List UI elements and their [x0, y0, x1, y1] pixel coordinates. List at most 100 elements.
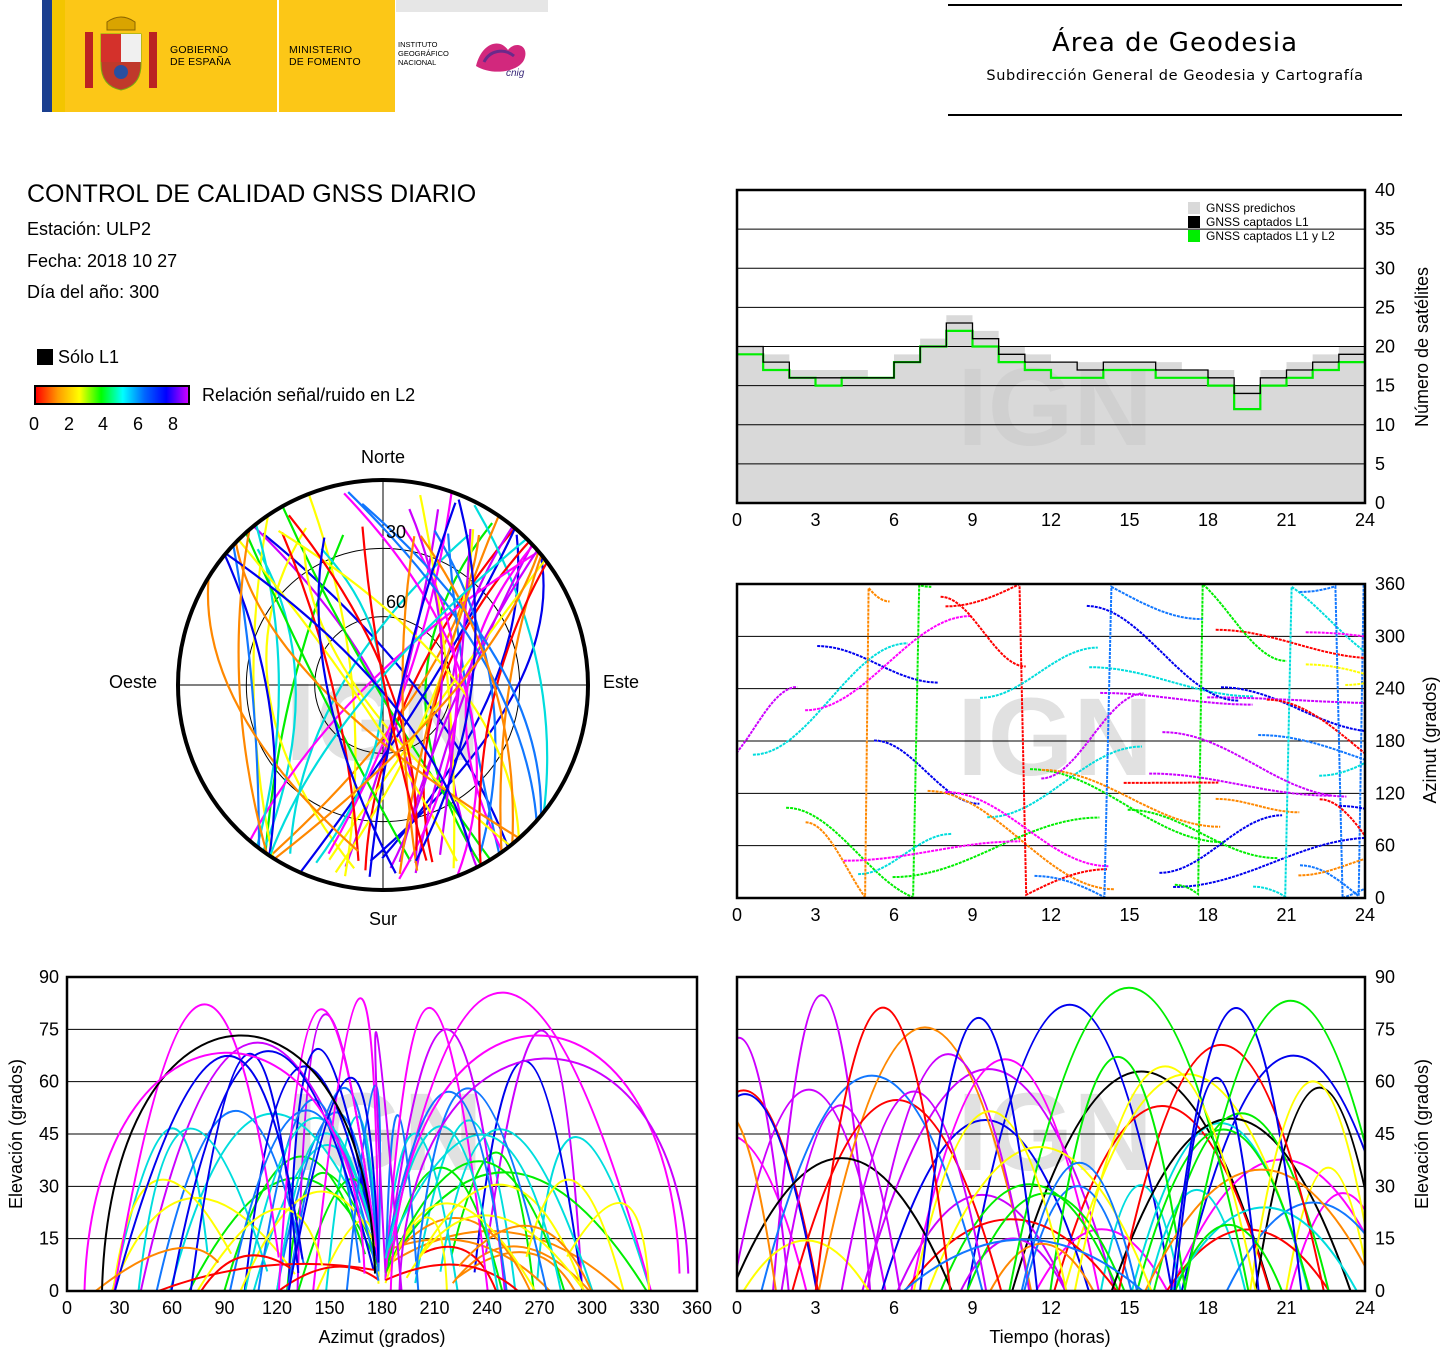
- sky-tracks: [196, 491, 573, 880]
- azimuth-track: [1029, 768, 1225, 844]
- cnig-logo-icon: cnig: [476, 43, 526, 79]
- sky-track: [343, 492, 478, 877]
- x-tick-label: 210: [419, 1298, 449, 1318]
- elaz-polar-track: [398, 1057, 690, 1291]
- azimuth-track: [1173, 836, 1365, 888]
- y-tick-label: 0: [1375, 493, 1385, 513]
- y-tick-label: 75: [39, 1019, 59, 1039]
- x-tick-label: 3: [810, 1298, 820, 1318]
- y-tick-label: 240: [1375, 679, 1405, 699]
- sky-track: [264, 534, 345, 857]
- azimuth-track: [1298, 857, 1365, 877]
- azimuth-track: [1041, 768, 1221, 828]
- elt-track: [1147, 1188, 1247, 1291]
- x-tick-label: 24: [1355, 905, 1375, 925]
- header-logos: GOBIERNO DE ESPAÑA MINISTERIO DE FOMENTO…: [42, 0, 548, 112]
- ministerio-block: MINISTERIO DE FOMENTO: [279, 0, 395, 112]
- x-tick-label: 6: [889, 510, 899, 530]
- elaz-track: [484, 1029, 584, 1291]
- plot-border: [735, 975, 1367, 1293]
- elaz-track: [384, 1160, 566, 1291]
- elaz-polar-track: [83, 1051, 366, 1291]
- elaz-track: [137, 1127, 269, 1291]
- x-tick-label: 3: [810, 905, 820, 925]
- elaz-track: [385, 1263, 519, 1291]
- x-tick-label: 24: [1355, 1298, 1375, 1318]
- elaz-polar-track: [389, 1034, 681, 1291]
- sky-track: [315, 547, 384, 864]
- y-axis-label: Elevación (grados): [6, 1059, 26, 1209]
- azimuth-track: [1253, 584, 1365, 898]
- sky-track: [268, 502, 573, 857]
- azimuth-track: [979, 646, 1098, 699]
- sky-track: [401, 536, 419, 871]
- elaz-track: [170, 1050, 375, 1291]
- y-tick-label: 120: [1375, 783, 1405, 803]
- elt-track: [1035, 1228, 1169, 1291]
- eu-stripe: [42, 0, 52, 112]
- x-tick-label: 6: [889, 905, 899, 925]
- sky-track: [398, 526, 458, 880]
- x-axis-label: Tiempo (horas): [989, 1327, 1110, 1347]
- east-label: Este: [603, 672, 639, 692]
- elaz-track: [414, 1087, 548, 1291]
- sky-track: [233, 543, 551, 873]
- sky-track: [368, 502, 457, 877]
- elt-track: [910, 1058, 1100, 1291]
- x-tick-label: 150: [314, 1298, 344, 1318]
- y-tick-label: 35: [1375, 219, 1395, 239]
- elaz-track: [458, 1224, 593, 1291]
- y-axis-label: Azimut (grados): [1420, 676, 1440, 803]
- azimuth-track: [1215, 797, 1300, 814]
- x-tick-label: 270: [524, 1298, 554, 1318]
- elaz-track: [385, 1238, 551, 1291]
- elt-track: [902, 1238, 1144, 1291]
- snr-colorbar: [34, 385, 190, 405]
- y-tick-label: 25: [1375, 297, 1395, 317]
- legend-entry: GNSS captados L1: [1206, 215, 1309, 229]
- x-tick-label: 18: [1198, 510, 1218, 530]
- sky-track: [361, 526, 428, 861]
- y-tick-label: 90: [1375, 967, 1395, 987]
- elaz-track: [384, 1114, 420, 1291]
- y-tick-label: 10: [1375, 415, 1395, 435]
- legend-entry: GNSS predichos: [1206, 201, 1295, 215]
- y-tick-label: 60: [1375, 1072, 1395, 1092]
- sky-track: [289, 534, 470, 854]
- sky-track: [419, 494, 456, 869]
- azimuth-tracks: [737, 584, 1365, 898]
- elaz-track: [525, 1178, 625, 1291]
- elaz-track: [566, 1201, 651, 1291]
- ministerio-text: MINISTERIO DE FOMENTO: [289, 44, 361, 68]
- sky-track: [256, 535, 545, 874]
- l1-only-swatch: [37, 349, 53, 365]
- x-tick-label: 9: [967, 510, 977, 530]
- y-tick-label: 45: [1375, 1124, 1395, 1144]
- azimuth-track: [987, 745, 1143, 819]
- azimuth-track: [805, 615, 971, 712]
- y-tick-label: 60: [39, 1072, 59, 1092]
- azimuth-track: [1159, 814, 1283, 874]
- south-label: Sur: [369, 909, 397, 929]
- y-tick-label: 360: [1375, 574, 1405, 594]
- azimuth-track: [873, 739, 980, 805]
- azimuth-track: [945, 584, 1108, 897]
- date-label: Fecha: 2018 10 27: [27, 251, 178, 271]
- elt-track: [1049, 1055, 1187, 1291]
- x-tick-label: 15: [1119, 1298, 1139, 1318]
- elaz-track: [312, 997, 380, 1291]
- legend-swatch: [1188, 230, 1200, 242]
- sky-track: [262, 532, 513, 858]
- azimuth-track: [737, 686, 798, 754]
- y-tick-label: 30: [1375, 1176, 1395, 1196]
- elaz-track: [277, 1008, 380, 1291]
- elaz-polar-track: [101, 1034, 376, 1291]
- y-tick-label: 20: [1375, 337, 1395, 357]
- azimuth-track: [1174, 584, 1287, 897]
- elaz-track: [384, 1230, 622, 1291]
- snr-tick: 0: [29, 414, 40, 434]
- azimuth-track: [940, 595, 1026, 668]
